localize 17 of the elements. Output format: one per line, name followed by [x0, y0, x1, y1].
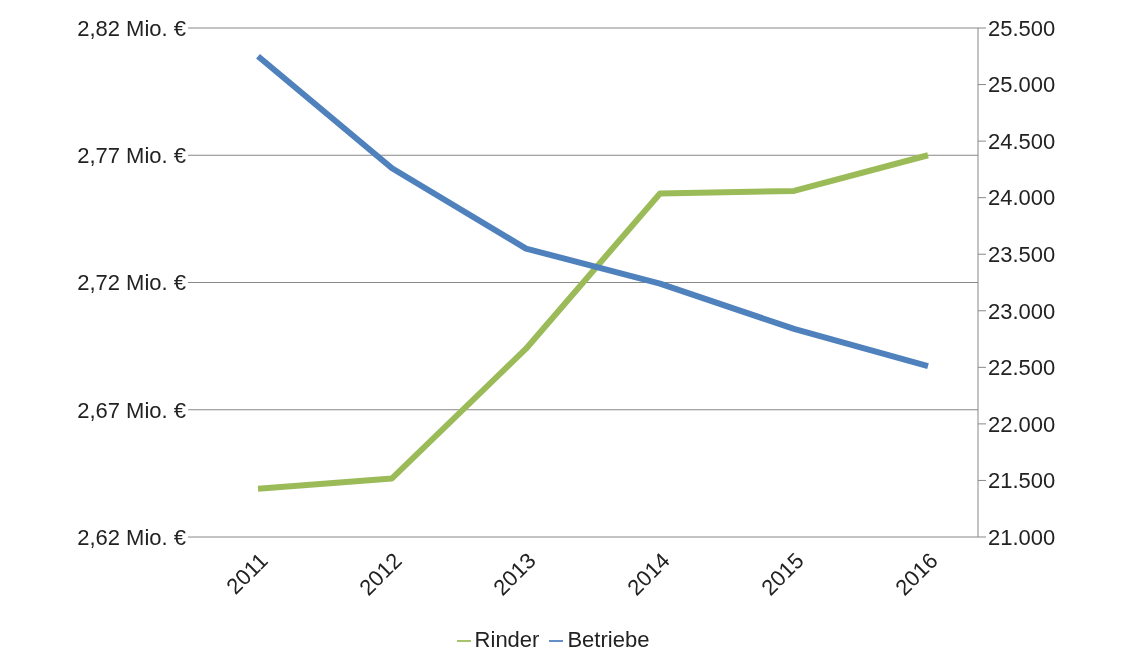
y-tick-label: 2,72 Mio. € [77, 270, 186, 296]
legend-label: Rinder [474, 627, 540, 652]
y2-tick-label: 22.500 [988, 355, 1056, 381]
y-tick-label: 2,77 Mio. € [77, 143, 186, 169]
y2-tick-label: 23.500 [988, 242, 1056, 268]
y-tick-label: 2,67 Mio. € [77, 397, 186, 423]
y2-tick-label: 25.000 [988, 72, 1056, 98]
y2-tick-label: 21.500 [988, 468, 1056, 494]
y2-tick-label: 24.000 [988, 185, 1056, 211]
y-tick-label: 2,82 Mio. € [77, 15, 186, 41]
y2-tick-label: 23.000 [988, 298, 1056, 324]
y2-tick-label: 22.000 [988, 411, 1056, 437]
y-tick-label: 2,62 Mio. € [77, 524, 186, 550]
y2-tick-label: 21.000 [988, 524, 1056, 550]
y2-tick-label: 25.500 [988, 15, 1056, 41]
y2-tick-label: 24.500 [988, 128, 1056, 154]
legend-label: Betriebe [567, 627, 650, 652]
